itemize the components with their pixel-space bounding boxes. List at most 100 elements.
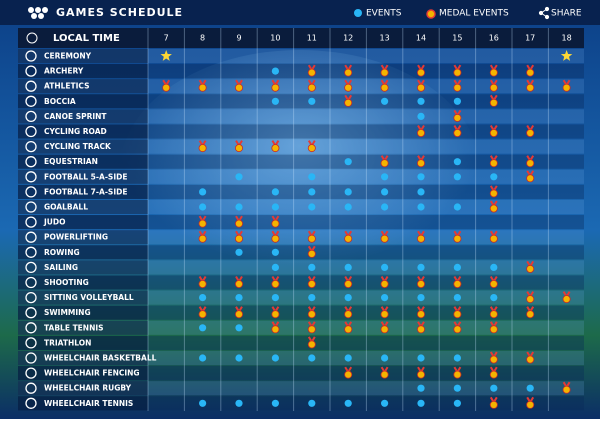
sport-cell	[18, 169, 148, 184]
medal	[271, 310, 280, 319]
sport-cell	[18, 154, 148, 169]
sport-icon	[25, 261, 37, 274]
sport-cell	[18, 94, 148, 109]
event-dot	[453, 399, 461, 407]
sport-name: SHOOTING	[44, 278, 89, 287]
sport-cell	[18, 275, 148, 290]
event-dot	[381, 294, 389, 302]
event-dot	[453, 354, 461, 362]
event-dot	[453, 263, 461, 271]
sport-name: SWIMMING	[44, 308, 91, 317]
sport-name: GOALBALL	[44, 203, 88, 212]
local-time: LOCAL TIME	[53, 33, 120, 44]
event-dot	[381, 399, 389, 407]
medal	[453, 128, 462, 137]
medal	[234, 219, 243, 228]
row-bg	[18, 215, 584, 230]
share[interactable]: SHARE	[551, 9, 582, 19]
medal	[562, 295, 571, 304]
event-dot	[271, 97, 279, 105]
title: GAMES SCHEDULE	[56, 6, 183, 19]
sport-icon	[25, 80, 37, 92]
sport-cell	[18, 320, 148, 335]
medal	[453, 310, 462, 319]
sport-icon	[25, 186, 37, 198]
medal	[416, 325, 425, 334]
event-dot	[271, 248, 279, 256]
medal	[344, 234, 353, 243]
medal	[307, 279, 316, 288]
medal	[416, 128, 425, 137]
medal	[489, 279, 498, 288]
medal	[307, 340, 316, 349]
sport-icon	[25, 307, 37, 319]
medal	[453, 113, 462, 122]
event-dot	[199, 354, 207, 362]
row-bg	[18, 396, 584, 411]
event-dot	[417, 399, 425, 407]
sport-icon	[25, 65, 37, 77]
medal	[198, 144, 207, 153]
medal	[344, 325, 353, 334]
row-bg	[18, 169, 584, 184]
row-bg	[18, 320, 584, 335]
event-dot	[417, 188, 425, 196]
medal	[416, 234, 425, 243]
event-dot	[381, 263, 389, 271]
sport-cell	[18, 64, 148, 79]
medal	[453, 234, 462, 243]
event-dot	[344, 294, 352, 302]
sport-name: SITTING VOLLEYBALL	[44, 293, 134, 302]
sport-name: CANOE SPRINT	[44, 112, 107, 121]
row-bg	[18, 109, 584, 124]
event-dot	[453, 97, 461, 105]
row-bg	[18, 260, 584, 275]
medal	[380, 234, 389, 243]
medal	[526, 264, 535, 273]
row-bg	[18, 94, 584, 109]
medal	[562, 385, 571, 394]
sport-name: SAILING	[44, 263, 78, 272]
event-dot	[271, 188, 279, 196]
share-icon[interactable]	[538, 6, 550, 20]
event-dot	[381, 188, 389, 196]
sport-icon	[25, 95, 37, 107]
day: 18	[562, 34, 572, 43]
header-row	[18, 28, 584, 48]
sport-name: TRIATHLON	[44, 338, 91, 347]
ceremony-star	[560, 50, 573, 61]
row-bg	[18, 290, 584, 305]
sport-name: WHEELCHAIR BASKETBALL	[44, 354, 157, 363]
medal	[526, 355, 535, 364]
event-dot	[417, 203, 425, 211]
row-bg	[18, 275, 584, 290]
sport-icon	[25, 50, 37, 62]
day: 12	[343, 34, 353, 43]
event-dot	[417, 173, 425, 181]
legend-medal-icon	[426, 9, 436, 19]
sport-name: WHEELCHAIR FENCING	[44, 369, 140, 378]
event-dot	[271, 67, 279, 75]
event-dot	[199, 294, 207, 302]
event-dot	[235, 354, 243, 362]
medal	[307, 325, 316, 334]
event-dot	[453, 203, 461, 211]
medal	[307, 249, 316, 258]
event-dot	[235, 324, 243, 332]
sport-cell	[18, 381, 148, 396]
event-dot	[417, 263, 425, 271]
row-bg	[18, 124, 584, 139]
medal	[489, 310, 498, 319]
medal	[234, 144, 243, 153]
sport-icon	[25, 201, 37, 213]
sport-icon	[25, 125, 37, 138]
medal	[307, 234, 316, 243]
medal	[307, 83, 316, 92]
event-dot	[344, 203, 352, 211]
event-dot	[526, 384, 534, 392]
medal	[380, 325, 389, 334]
row-bg	[18, 230, 584, 245]
sport-cell	[18, 124, 148, 139]
event-dot	[199, 399, 207, 407]
event-dot	[308, 354, 316, 362]
